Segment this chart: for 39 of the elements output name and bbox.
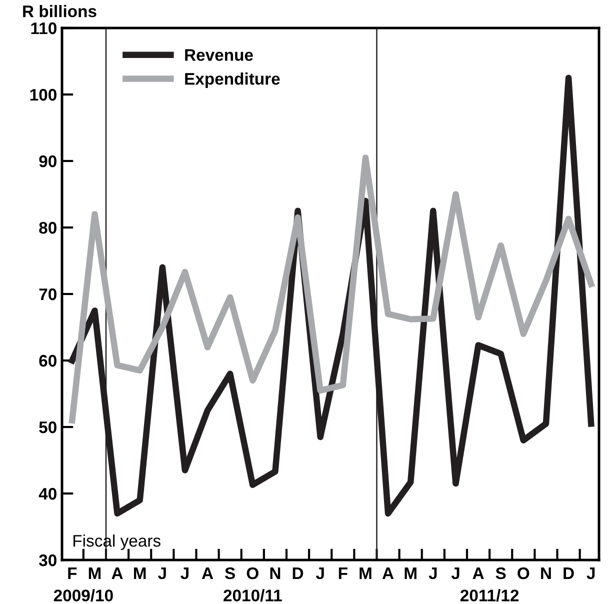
x-tick-label: N	[270, 568, 280, 580]
x-tick-label: A	[472, 568, 484, 580]
legend-label: Expenditure	[185, 72, 280, 88]
x-tick-label: J	[451, 568, 460, 580]
y-tick-label: 40	[38, 488, 56, 500]
y-tick-label: 100	[30, 88, 56, 101]
y-axis-title: R billions	[23, 5, 96, 18]
x-tick-label: M	[360, 568, 372, 580]
text: 2010/11	[224, 589, 282, 602]
text: 2011/12	[460, 589, 519, 602]
y-tick-label: 30	[38, 554, 56, 566]
legend-label: Revenue	[185, 49, 253, 61]
x-tick-label: M	[88, 568, 101, 580]
x-tick-label: S	[225, 567, 235, 580]
x-tick-label: F	[338, 568, 348, 580]
x-tick-label: J	[316, 568, 324, 580]
x-tick-label: A	[382, 568, 394, 580]
x-tick-label: O	[518, 567, 530, 580]
x-tick-label: M	[134, 568, 146, 580]
x-tick-label: M	[404, 568, 416, 580]
x-tick-label: D	[292, 568, 304, 580]
x-tick-label: J	[428, 568, 437, 580]
x-tick-label: J	[586, 568, 595, 580]
x-tick-label: J	[180, 568, 188, 580]
y-tick-label: 70	[39, 288, 56, 300]
x-tick-label: S	[496, 567, 506, 580]
x-tick-label: F	[68, 568, 77, 580]
x-tick-label: A	[112, 568, 123, 580]
x-tick-label: J	[158, 568, 166, 580]
y-tick-label: 60	[39, 354, 56, 367]
y-tick-label: 80	[39, 222, 56, 234]
x-tick-label: N	[541, 568, 551, 580]
x-tick-label: O	[246, 567, 258, 580]
y-tick-label: 110	[31, 22, 56, 34]
y-tick-label: 50	[39, 421, 56, 434]
x-tick-label: A	[202, 568, 214, 580]
text: 2009/10	[54, 589, 113, 602]
x-tick-label: D	[564, 568, 574, 580]
y-tick-label: 90	[39, 155, 56, 168]
